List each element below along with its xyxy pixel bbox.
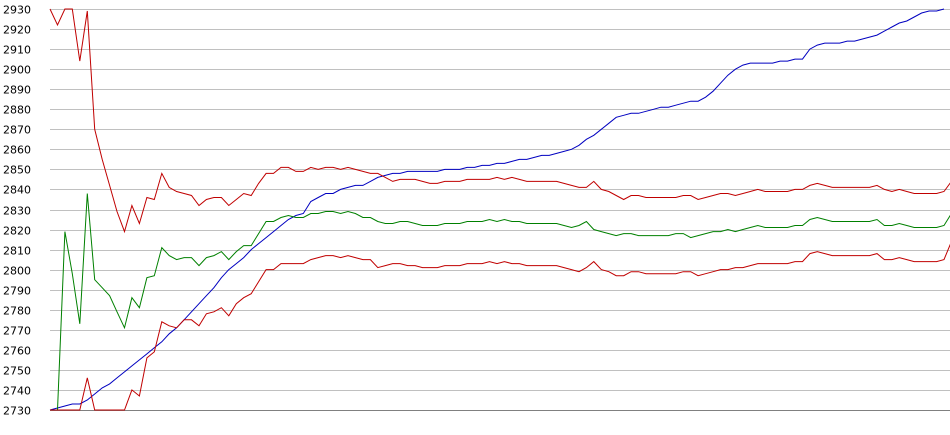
y-tick-label: 2810 bbox=[3, 245, 31, 258]
y-axis-tick-labels: 2730 2740 2750 2760 2770 2780 2790 2800 2810 2820… bbox=[3, 4, 31, 418]
y-tick-label: 2790 bbox=[3, 285, 31, 298]
y-tick-label: 2740 bbox=[3, 385, 31, 398]
y-tick-label: 2730 bbox=[3, 405, 31, 418]
y-tick-label: 2770 bbox=[3, 325, 31, 338]
series-line-1 bbox=[49, 8, 945, 411]
y-tick-label: 2750 bbox=[3, 365, 31, 378]
series-line-2 bbox=[49, 8, 950, 234]
series-line-4 bbox=[50, 243, 950, 411]
y-tick-label: 2840 bbox=[3, 184, 31, 197]
y-tick-label: 2850 bbox=[3, 164, 31, 177]
y-tick-label: 2920 bbox=[3, 24, 31, 37]
series-line-3 bbox=[50, 193, 950, 411]
y-tick-label: 2910 bbox=[3, 44, 31, 57]
chart-gridlines bbox=[50, 9, 950, 411]
y-tick-label: 2820 bbox=[3, 225, 31, 238]
chart-series bbox=[49, 8, 950, 411]
y-tick-label: 2830 bbox=[3, 205, 31, 218]
y-tick-label: 2930 bbox=[3, 4, 31, 17]
y-tick-label: 2860 bbox=[3, 144, 31, 157]
y-tick-label: 2870 bbox=[3, 124, 31, 137]
y-tick-label: 2890 bbox=[3, 84, 31, 97]
y-tick-label: 2880 bbox=[3, 104, 31, 117]
y-tick-label: 2780 bbox=[3, 305, 31, 318]
y-tick-label: 2800 bbox=[3, 265, 31, 278]
y-tick-label: 2760 bbox=[3, 345, 31, 358]
y-tick-label: 2900 bbox=[3, 64, 31, 77]
